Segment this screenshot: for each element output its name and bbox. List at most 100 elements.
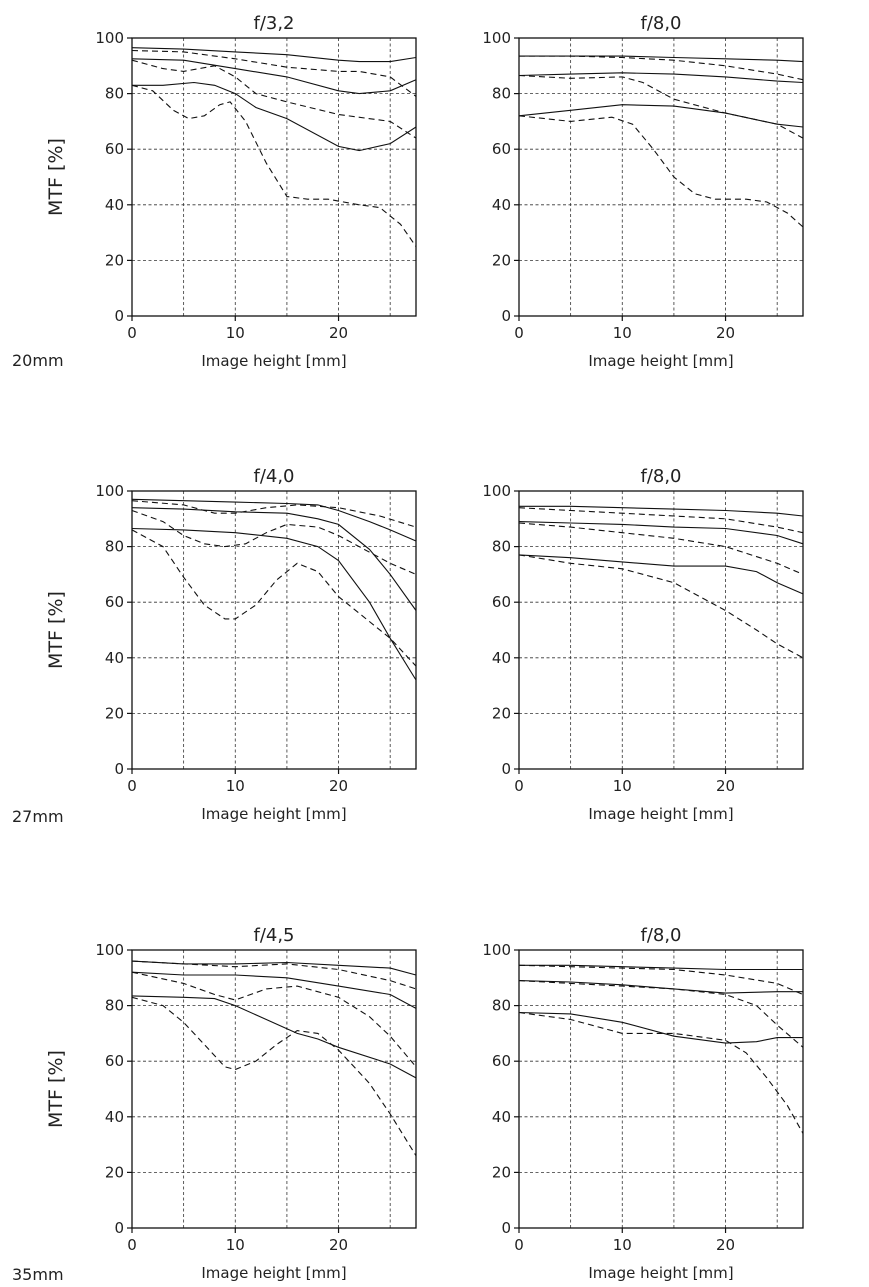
mtf-curve-0-solid	[131, 47, 417, 63]
y-tick-label: 20	[492, 251, 511, 269]
mtf-curve-3-dashed	[131, 509, 417, 575]
y-tick-label: 80	[492, 538, 511, 556]
plot-frame	[518, 949, 804, 1229]
y-tick-label: 60	[105, 1052, 124, 1070]
x-tick-label: 0	[514, 324, 524, 342]
x-tick-label: 20	[716, 324, 735, 342]
mtf-curve-5-dashed	[518, 1011, 804, 1134]
y-tick-label: 20	[105, 704, 124, 722]
y-tick-label: 60	[105, 593, 124, 611]
y-tick-label: 0	[114, 307, 124, 325]
x-axis-label: Image height [mm]	[588, 1264, 733, 1282]
x-tick-label: 0	[127, 324, 137, 342]
y-tick-label: 40	[492, 1108, 511, 1126]
x-tick-label: 20	[716, 1236, 735, 1254]
y-tick-label: 100	[95, 941, 124, 959]
mtf-panel-4: 0 20 40 60 80 100 0 10 20 f/4,5 Image height [mm] M…	[45, 925, 417, 1282]
x-tick-label: 20	[329, 777, 348, 795]
mtf-curve-4-solid	[518, 1011, 803, 1044]
mtf-curve-1-dashed	[131, 49, 417, 97]
panel-title: f/4,0	[253, 466, 294, 487]
y-tick-label: 40	[492, 649, 511, 667]
mtf-curve-5-dashed	[518, 554, 804, 659]
y-tick-label: 40	[105, 1108, 124, 1126]
mtf-curve-5-dashed	[131, 84, 417, 247]
y-tick-label: 60	[492, 140, 511, 158]
grid	[132, 491, 416, 769]
y-tick-label: 0	[114, 760, 124, 778]
y-tick-label: 100	[95, 482, 124, 500]
grid	[519, 950, 803, 1228]
mtf-curve-3-dashed	[131, 59, 417, 139]
grid	[519, 38, 803, 316]
focal-length-label: 35mm	[12, 1265, 64, 1284]
y-tick-label: 20	[105, 1163, 124, 1181]
plot-frame	[518, 37, 804, 317]
mtf-curve-2-solid	[131, 58, 417, 95]
x-tick-label: 10	[226, 324, 245, 342]
mtf-curve-3-dashed	[518, 74, 804, 139]
x-axis-label: Image height [mm]	[201, 805, 346, 823]
x-axis-label: Image height [mm]	[201, 1264, 346, 1282]
x-axis-label: Image height [mm]	[588, 805, 733, 823]
mtf-curve-0-solid	[519, 964, 803, 971]
y-axis-label: MTF [%]	[45, 591, 67, 669]
x-tick-label: 0	[514, 777, 524, 795]
y-tick-label: 100	[482, 29, 511, 47]
y-tick-label: 40	[105, 196, 124, 214]
mtf-curve-2-solid	[518, 521, 804, 545]
mtf-curve-5-dashed	[131, 996, 417, 1156]
mtf-curve-1-dashed	[131, 960, 417, 990]
mtf-curve-3-dashed	[518, 980, 804, 1048]
mtf-curve-3-dashed	[518, 522, 804, 575]
y-axis-label: MTF [%]	[45, 1050, 67, 1128]
plot-frame	[131, 37, 417, 317]
y-tick-label: 60	[492, 593, 511, 611]
mtf-curve-0-solid	[519, 55, 804, 63]
x-tick-label: 10	[613, 777, 632, 795]
x-tick-label: 10	[226, 1236, 245, 1254]
y-tick-label: 80	[492, 997, 511, 1015]
plot-frame	[518, 490, 804, 770]
y-tick-label: 100	[95, 29, 124, 47]
mtf-curve-4-solid	[131, 527, 417, 681]
mtf-curve-1-dashed	[131, 500, 417, 528]
grid	[132, 38, 416, 316]
mtf-panel-0: 0 20 40 60 80 100 0 10 20 f/3,2 Image height [mm] M…	[45, 13, 417, 370]
y-tick-label: 20	[492, 1163, 511, 1181]
y-tick-label: 20	[105, 251, 124, 269]
y-tick-label: 100	[482, 482, 511, 500]
y-tick-label: 20	[492, 704, 511, 722]
y-tick-label: 80	[492, 85, 511, 103]
y-axis-label: MTF [%]	[45, 138, 67, 216]
plot-frame	[131, 949, 417, 1229]
x-tick-label: 10	[613, 1236, 632, 1254]
focal-length-label: 20mm	[12, 351, 64, 370]
y-tick-label: 40	[105, 649, 124, 667]
mtf-panel-3: 0 20 40 60 80 100 0 10 20 f/8,0 Image height [mm]	[482, 466, 804, 823]
x-tick-label: 0	[127, 1236, 137, 1254]
x-tick-label: 0	[514, 1236, 524, 1254]
x-tick-label: 10	[613, 324, 632, 342]
mtf-curve-5-dashed	[131, 529, 417, 667]
mtf-panel-2: 0 20 40 60 80 100 0 10 20 f/4,0 Image height [mm] M…	[45, 466, 417, 823]
mtf-curve-4-solid	[132, 81, 417, 152]
y-tick-label: 80	[105, 85, 124, 103]
mtf-curve-4-solid	[518, 104, 804, 128]
panel-title: f/4,5	[253, 925, 294, 946]
mtf-curve-4-solid	[131, 995, 417, 1079]
grid	[519, 491, 803, 769]
mtf-curve-0-solid	[131, 498, 417, 542]
x-tick-label: 20	[329, 1236, 348, 1254]
grid	[132, 950, 416, 1228]
y-tick-label: 40	[492, 196, 511, 214]
mtf-curve-3-dashed	[131, 971, 417, 1068]
mtf-curve-1-dashed	[518, 507, 804, 534]
mtf-panel-1: 0 20 40 60 80 100 0 10 20 f/8,0 Image height [mm]	[482, 13, 804, 370]
x-axis-label: Image height [mm]	[588, 352, 733, 370]
panel-title: f/8,0	[640, 925, 681, 946]
plot-frame	[131, 490, 417, 770]
y-tick-label: 0	[501, 1219, 511, 1237]
y-tick-label: 80	[105, 538, 124, 556]
